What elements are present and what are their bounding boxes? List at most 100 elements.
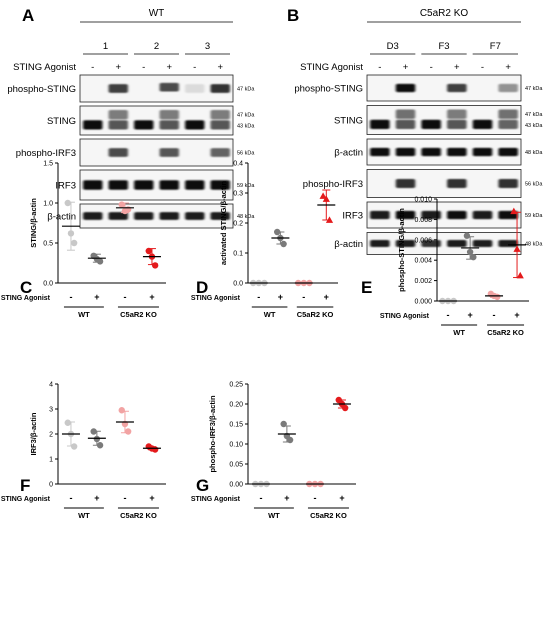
treatment-sign: + <box>149 493 154 503</box>
kda-label: 56 kDa <box>237 151 255 157</box>
blot-frame <box>366 232 522 255</box>
blot-band <box>395 210 416 220</box>
blot-label: β-actin <box>334 148 363 159</box>
treatment-sign: - <box>259 493 262 503</box>
data-point <box>151 262 159 269</box>
y-tick-label: 0.002 <box>414 278 432 285</box>
data-point <box>513 245 521 252</box>
blot-band <box>210 84 230 93</box>
western-blot-panels: A WT 1 2 3 STING Agonist - + - + - + phospho-STING 47… <box>7 6 543 255</box>
kda-label: 56 kDa <box>525 182 543 188</box>
blot-band <box>447 210 467 220</box>
treatment-sign: + <box>115 62 121 73</box>
group-label: C5aR2 KO <box>120 310 157 319</box>
blot-band <box>370 239 390 248</box>
y-tick-label: 0.0 <box>233 281 243 288</box>
blot-row: β-actin 48 kDa <box>334 232 543 255</box>
blot-band <box>395 239 416 248</box>
blot-band <box>421 147 441 157</box>
blot-band <box>83 212 103 220</box>
blot-band <box>134 180 154 190</box>
blot-label: phospho-IRF3 <box>303 179 363 190</box>
y-tick-label: 0.1 <box>233 251 243 258</box>
series-wt_untreated <box>61 199 80 251</box>
treatment-sign: - <box>257 292 260 302</box>
group-label: WT <box>78 310 90 319</box>
data-point <box>286 436 294 444</box>
clone-label: F3 <box>438 41 449 52</box>
blot-band <box>447 83 467 93</box>
data-point <box>96 442 104 449</box>
treatment-sign: + <box>514 310 519 320</box>
group-label: C5aR2 KO <box>297 310 334 319</box>
kda-label: 59 kDa <box>237 183 255 189</box>
data-point <box>341 404 349 412</box>
clone-label: 3 <box>205 41 210 52</box>
y-tick-label: 3 <box>49 407 53 414</box>
blot-band <box>498 179 518 188</box>
data-point <box>64 199 71 207</box>
data-point <box>64 419 71 426</box>
data-point <box>280 240 287 248</box>
y-tick-label: 0.10 <box>229 442 243 449</box>
series-wt_untreated <box>61 419 80 450</box>
panel-letter: F <box>20 476 30 495</box>
x-axis-label: STING Agonist <box>1 295 51 302</box>
series-wt_treated <box>87 252 106 265</box>
y-tick-label: 1.0 <box>43 201 53 208</box>
data-point <box>470 253 477 261</box>
blot-row: phospho-STING 47 kDa <box>294 74 543 102</box>
data-point <box>118 201 125 208</box>
blot-band <box>108 212 128 220</box>
treatment-sign: - <box>302 292 305 302</box>
group-label: WT <box>264 310 276 319</box>
kda-label: 47 kDa <box>525 86 543 92</box>
treatment-sign: - <box>430 62 433 73</box>
blot-band <box>447 119 467 129</box>
blot-label: phospho-STING <box>7 84 76 95</box>
treatment-label: STING Agonist <box>13 62 76 73</box>
data-point <box>280 420 287 428</box>
group-label: C5aR2 KO <box>487 328 524 337</box>
treatment-sign: + <box>149 292 154 302</box>
blot-row: β-actin 48 kDa <box>334 138 543 166</box>
treatment-sign: - <box>142 62 145 73</box>
chart-D: D 0.0 0.1 0.2 0.3 0.4 activated STING/β-actin S… <box>191 161 338 319</box>
y-axis-label: phospho-STING/β-actin <box>397 208 406 292</box>
kda-label: 48 kDa <box>237 214 255 220</box>
clone-label: 1 <box>103 41 108 52</box>
treatment-sign: - <box>91 62 94 73</box>
treatment-sign: - <box>481 62 484 73</box>
treatment-sign: - <box>313 493 316 503</box>
blot-frame <box>79 169 234 201</box>
blot-band <box>421 210 441 220</box>
blot-frame <box>79 203 234 229</box>
x-axis-label: STING Agonist <box>1 496 51 503</box>
y-tick-label: 0 <box>49 482 53 489</box>
panel-letter: C <box>20 278 32 297</box>
data-point <box>151 446 159 453</box>
data-point <box>124 206 132 213</box>
treatment-sign: + <box>94 493 99 503</box>
blot-row: STING 47 kDa 43 kDa <box>47 105 255 136</box>
clone-label: 2 <box>154 41 159 52</box>
quantification-charts: C 0.0 0.5 1.0 1.5 STING/β-actin STING Agonist -… <box>1 161 529 520</box>
blot-band <box>395 83 416 93</box>
treatment-sign: - <box>378 62 381 73</box>
blot-band <box>498 83 518 93</box>
treatment-sign: - <box>69 292 72 302</box>
kda-label: 48 kDa <box>525 242 543 248</box>
series-ko_untreated <box>305 480 324 488</box>
x-axis-label: STING Agonist <box>380 313 430 320</box>
blot-band <box>447 239 467 248</box>
blot-band <box>185 84 205 93</box>
blot-band <box>210 110 230 120</box>
data-point <box>96 258 104 265</box>
series-wt_untreated <box>439 297 458 305</box>
blot-band <box>395 119 416 129</box>
panel-letter: E <box>361 278 372 297</box>
x-axis-label: STING Agonist <box>191 295 241 302</box>
group-label: C5aR2 KO <box>120 511 157 520</box>
blot-frame <box>79 74 234 103</box>
y-tick-label: 0.25 <box>229 382 243 389</box>
